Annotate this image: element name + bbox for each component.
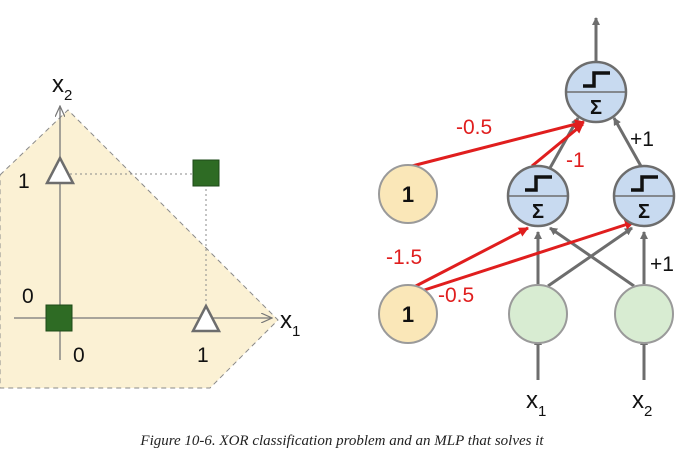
tick-x-1: 1 xyxy=(197,344,209,367)
x1-axis-label: x1 xyxy=(280,307,300,340)
point-square-0-0 xyxy=(45,304,73,332)
step-function-icon xyxy=(583,71,610,88)
edge-bias-out xyxy=(411,119,585,168)
edge-bias-h1 xyxy=(411,226,529,290)
edge-h2-out xyxy=(612,117,644,169)
bias-neuron-top: 1 xyxy=(378,164,438,224)
figure-caption: Figure 10-6. XOR classification problem … xyxy=(140,433,544,449)
mlp-diagram: Σ Σ Σ 1 1 -0.5 -1 +1 xyxy=(378,17,676,420)
tick-x-0: 0 xyxy=(73,344,85,367)
weight-bias-h2: -0.5 xyxy=(438,284,474,307)
step-function-icon xyxy=(525,175,552,192)
input-label-x1: x1 xyxy=(526,387,546,420)
output-neuron: Σ xyxy=(564,60,628,124)
tick-y-1: 1 xyxy=(18,170,30,193)
edge-x2-h1 xyxy=(549,226,635,288)
weight-bias-h1: -1.5 xyxy=(386,246,422,269)
sum-symbol: Σ xyxy=(532,201,544,223)
weight-bias-out: -0.5 xyxy=(456,116,492,139)
input-neuron-2 xyxy=(614,284,674,344)
point-triangle-1-0 xyxy=(190,303,222,333)
weight-input-h2: +1 xyxy=(650,253,674,276)
point-square-1-1 xyxy=(192,159,220,187)
svg-text:1: 1 xyxy=(402,302,414,327)
xor-plot: x2 x1 1 0 0 1 xyxy=(0,71,300,389)
sum-symbol: Σ xyxy=(638,201,650,223)
svg-text:1: 1 xyxy=(402,182,414,207)
bias-neuron-bottom: 1 xyxy=(378,284,438,344)
point-triangle-0-1 xyxy=(44,155,76,185)
x2-axis-label: x2 xyxy=(52,71,72,104)
hidden-neuron-1: Σ xyxy=(506,164,570,228)
weight-h2-out: +1 xyxy=(630,128,654,151)
input-neuron-1 xyxy=(508,284,568,344)
weight-h1-out: -1 xyxy=(566,149,585,172)
sum-symbol: Σ xyxy=(590,97,602,119)
step-function-icon xyxy=(631,175,658,192)
decision-region xyxy=(0,109,279,389)
hidden-neuron-2: Σ xyxy=(612,164,676,228)
edge-bias-h2 xyxy=(411,220,635,296)
input-label-x2: x2 xyxy=(632,387,652,420)
tick-y-0: 0 xyxy=(22,285,34,308)
edge-h1-out-red xyxy=(531,122,584,168)
